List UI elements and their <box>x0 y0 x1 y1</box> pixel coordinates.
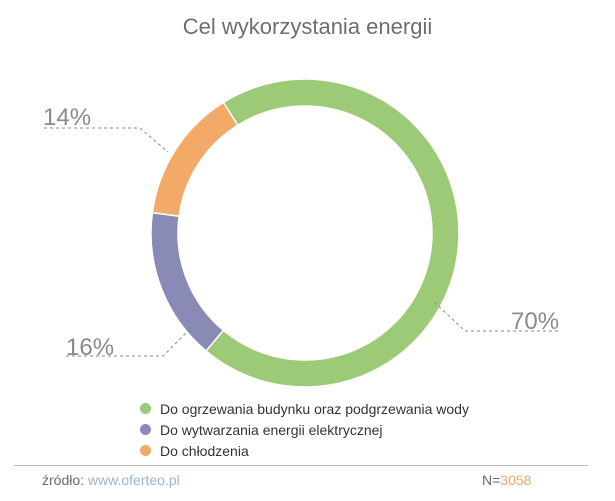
sample-label: N= <box>482 472 501 488</box>
slice-label-heating: 70% <box>511 308 560 335</box>
slice-label-cooling: 14% <box>43 104 92 131</box>
legend-dot-heating <box>140 403 151 414</box>
donut-slices <box>150 78 460 388</box>
slice-heating[interactable] <box>204 78 460 388</box>
legend-dot-electricity <box>140 424 151 435</box>
legend-item-cooling[interactable]: Do chłodzenia <box>140 440 469 461</box>
leader-line-cooling <box>44 127 169 153</box>
leader-lines <box>44 127 558 357</box>
legend-dot-cooling <box>140 445 151 456</box>
legend-item-heating[interactable]: Do ogrzewania budynku oraz podgrzewania … <box>140 398 469 419</box>
legend: Do ogrzewania budynku oraz podgrzewania … <box>140 398 469 461</box>
slice-electricity[interactable] <box>150 211 225 353</box>
source-label: źródło: <box>42 472 85 488</box>
leader-line-heating <box>431 299 558 332</box>
sample-size: N=3058 <box>482 472 531 488</box>
legend-label-cooling: Do chłodzenia <box>160 442 249 459</box>
legend-label-electricity: Do wytwarzania energii elektrycznej <box>160 421 383 438</box>
legend-label-heating: Do ogrzewania budynku oraz podgrzewania … <box>160 400 469 417</box>
leader-line-electricity <box>66 325 194 357</box>
source-credit: źródło: www.oferteo.pl <box>42 472 180 488</box>
donut-chart <box>44 78 558 388</box>
legend-item-electricity[interactable]: Do wytwarzania energii elektrycznej <box>140 419 469 440</box>
sample-value: 3058 <box>500 472 532 488</box>
source-link[interactable]: www.oferteo.pl <box>87 472 180 488</box>
slice-label-electricity: 16% <box>66 334 115 361</box>
chart-title: Cel wykorzystania energii <box>182 14 433 39</box>
slice-cooling[interactable] <box>151 101 239 218</box>
footer-divider <box>14 465 588 466</box>
